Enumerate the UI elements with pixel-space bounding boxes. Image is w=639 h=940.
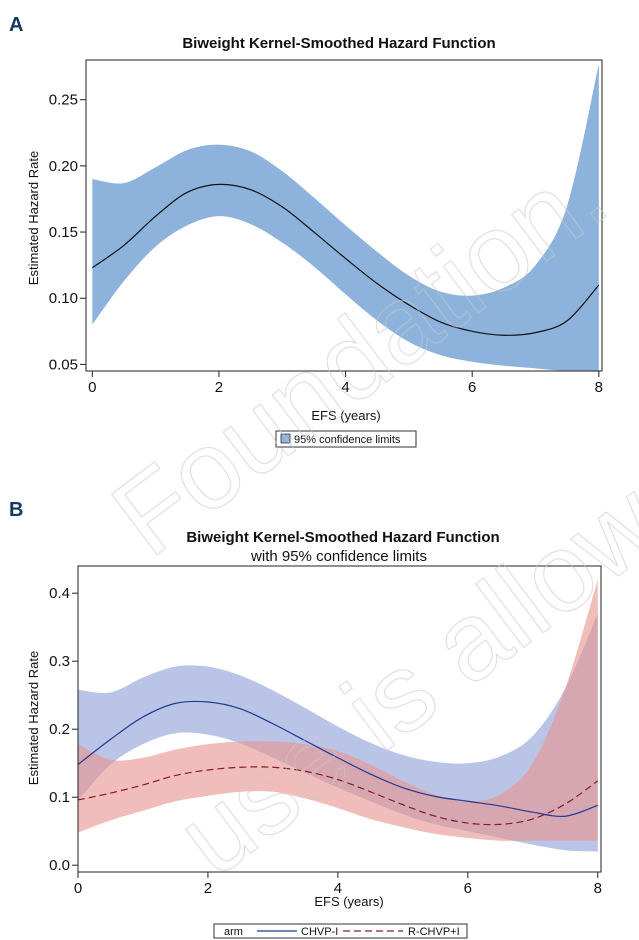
panel-b-legend: arm CHVP-I R-CHVP+I [213, 923, 468, 939]
y-tick-label: 0.2 [49, 721, 70, 738]
panel-b-frame [77, 565, 602, 873]
panel-a-legend-box [275, 430, 417, 448]
panel-b-x-axis: 0 2 4 6 8 [74, 872, 602, 897]
y-tick-label: 0.3 [49, 653, 70, 670]
panel-b-y-label: Estimated Hazard Rate [26, 651, 41, 785]
panel-a-x-label: EFS (years) [311, 408, 380, 423]
panel-b-letter: B [9, 499, 23, 521]
panel-b-legend-title: arm [224, 926, 243, 938]
confidence-band-chvp-i [78, 613, 598, 852]
panel-a-y-label: Estimated Hazard Rate [26, 151, 41, 285]
panel-b-title: Biweight Kernel-Smoothed Hazard Function [186, 529, 499, 546]
x-tick-label: 0 [74, 880, 82, 897]
panel-a-legend: 95% confidence limits [275, 430, 417, 448]
x-tick-label: 0 [88, 379, 96, 396]
panel-b-legend-chvp-i: CHVP-I [301, 926, 338, 938]
panel-b-bands [78, 579, 598, 852]
x-tick-label: 8 [594, 880, 602, 897]
series-line-0 [91, 183, 600, 336]
x-tick-label: 6 [464, 880, 472, 897]
x-tick-label: 6 [468, 379, 476, 396]
y-tick-label: 0.25 [49, 92, 78, 109]
x-tick-label: 4 [334, 880, 342, 897]
x-tick-label: 2 [215, 379, 223, 396]
y-tick-label: 0.10 [49, 290, 78, 307]
x-tick-label: 4 [341, 379, 349, 396]
panel-b: B Biweight Kernel-Smoothed Hazard Functi… [9, 499, 602, 939]
panel-a: A Biweight Kernel-Smoothed Hazard Functi… [9, 14, 603, 448]
y-tick-label: 0.4 [49, 585, 70, 602]
panel-b-lines [77, 700, 599, 826]
panel-b-y-axis: 0.0 0.1 0.2 0.3 0.4 [49, 585, 78, 874]
panel-b-legend-box [213, 923, 468, 939]
panel-a-letter: A [9, 14, 23, 36]
series-line-r-chvp-i [77, 766, 599, 826]
panel-b-subtitle: with 95% confidence limits [250, 548, 427, 565]
y-tick-label: 0.05 [49, 356, 78, 373]
x-tick-label: 8 [595, 379, 603, 396]
y-tick-label: 0.15 [49, 224, 78, 241]
panel-a-y-axis: 0.05 0.10 0.15 0.20 0.25 [49, 92, 86, 373]
panel-a-x-axis: 0 2 4 6 8 [88, 371, 603, 396]
panel-b-x-label: EFS (years) [314, 894, 383, 909]
y-tick-label: 0.20 [49, 158, 78, 175]
confidence-band-0 [92, 63, 599, 372]
legend-swatch-icon [280, 433, 291, 444]
y-tick-label: 0.1 [49, 789, 70, 806]
panel-b-legend-r-chvp-i: R-CHVP+I [408, 926, 460, 938]
x-tick-label: 2 [204, 880, 212, 897]
confidence-band-r-chvp-i [78, 579, 598, 841]
panel-a-bands [92, 63, 599, 372]
y-tick-label: 0.0 [49, 857, 70, 874]
panel-a-legend-label: 95% confidence limits [294, 434, 401, 446]
panel-a-title: Biweight Kernel-Smoothed Hazard Function [182, 35, 495, 52]
series-line-chvp-i [77, 700, 598, 818]
panel-a-lines [91, 183, 600, 336]
panel-a-frame [85, 59, 603, 372]
